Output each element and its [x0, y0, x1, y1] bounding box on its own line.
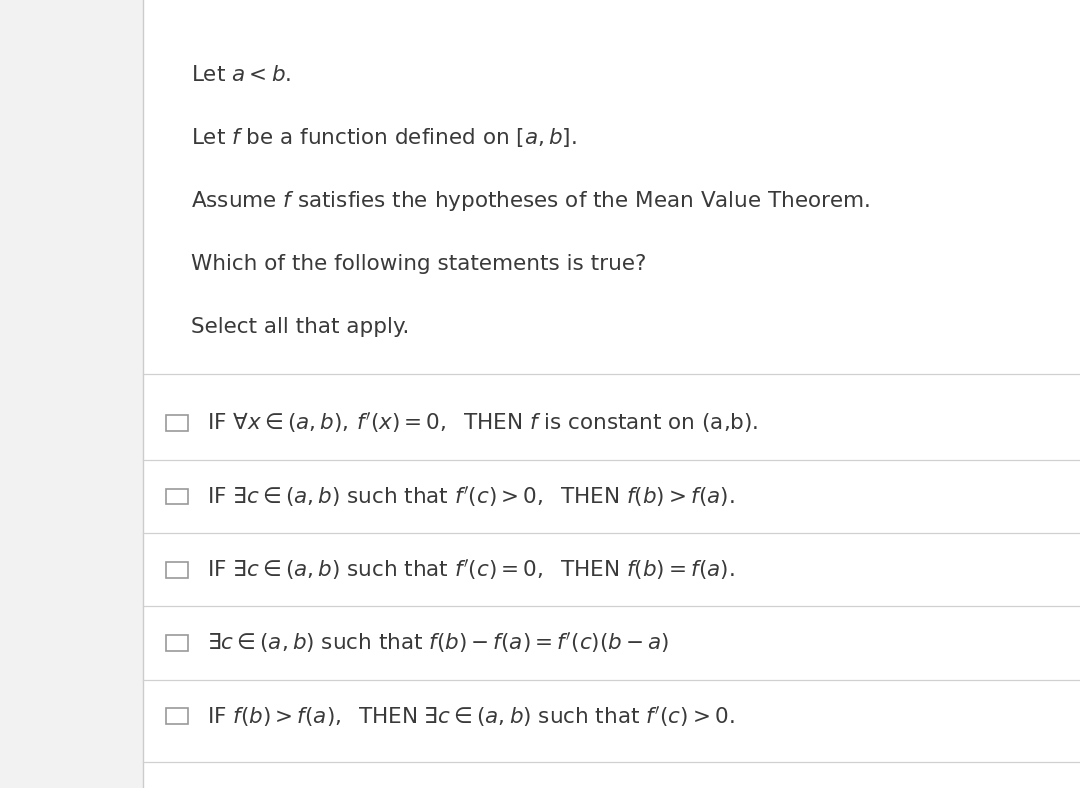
Text: Which of the following statements is true?: Which of the following statements is tru… [191, 254, 647, 274]
Bar [166, 489, 188, 504]
Text: IF $\forall x \in (a, b),\, f'(x) = 0,\;$ THEN $f$ is constant on (a,b).: IF $\forall x \in (a, b),\, f'(x) = 0,\;… [207, 411, 759, 436]
Text: IF $f(b) > f(a),\;$ THEN $\exists c \in (a, b)$ such that $f'(c) > 0$.: IF $f(b) > f(a),\;$ THEN $\exists c \in … [207, 704, 734, 729]
Text: $\exists c \in (a, b)$ such that $f(b) - f(a) = f'(c)(b - a)$: $\exists c \in (a, b)$ such that $f(b) -… [207, 630, 670, 656]
Text: Select all that apply.: Select all that apply. [191, 317, 409, 337]
Text: Let $f$ be a function defined on $[a, b]$.: Let $f$ be a function defined on $[a, b]… [191, 126, 577, 150]
Bar [0, 0, 143, 788]
Text: IF $\exists c \in (a, b)$ such that $f'(c) > 0,\;$ THEN $f(b) > f(a)$.: IF $\exists c \in (a, b)$ such that $f'(… [207, 484, 734, 509]
Text: Let $a < b$.: Let $a < b$. [191, 65, 292, 85]
Bar [143, 0, 1080, 788]
Text: IF $\exists c \in (a, b)$ such that $f'(c) = 0,\;$ THEN $f(b) = f(a)$.: IF $\exists c \in (a, b)$ such that $f'(… [207, 557, 734, 582]
Bar [166, 635, 188, 651]
Text: Assume $f$ satisfies the hypotheses of the Mean Value Theorem.: Assume $f$ satisfies the hypotheses of t… [191, 189, 870, 213]
Bar [166, 708, 188, 724]
Bar [166, 562, 188, 578]
Bar [166, 415, 188, 431]
